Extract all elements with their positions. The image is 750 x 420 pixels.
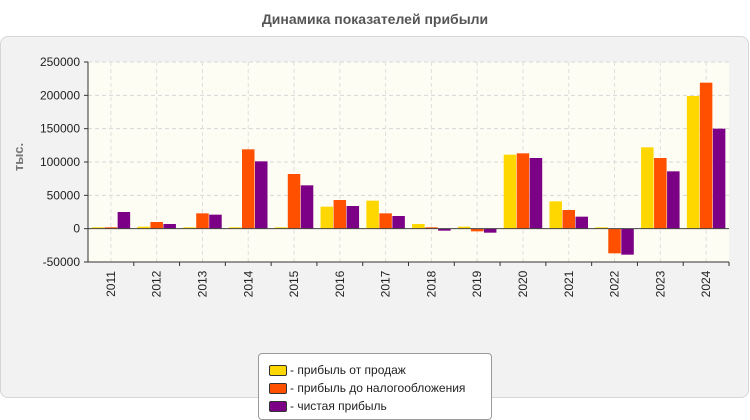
chart-panel: -50000 0 50000 100000 150000 200000 250000 2011…: [0, 36, 749, 420]
legend-swatch-sales-profit: [269, 364, 287, 376]
x-tick-label: 2012: [150, 270, 164, 297]
x-tick-label: 2015: [287, 270, 301, 297]
bar: [575, 216, 588, 229]
bar: [137, 226, 150, 229]
bar: [457, 226, 471, 229]
bar: [366, 200, 379, 229]
bar: [287, 174, 301, 229]
bar: [686, 96, 700, 229]
x-tick-label: 2024: [699, 270, 713, 297]
bar: [425, 227, 438, 229]
bar: [104, 227, 118, 229]
y-tick-label: 200000: [40, 88, 80, 102]
x-tick-label: 2022: [608, 270, 622, 297]
bar: [654, 158, 667, 229]
chart-plot: -50000 0 50000 100000 150000 200000 250000 2011…: [11, 55, 730, 297]
legend-swatch-net-profit: [269, 400, 287, 412]
y-tick-label: -50000: [43, 255, 81, 269]
x-tick-label: 2013: [195, 270, 209, 297]
bar: [274, 227, 288, 229]
legend: - прибыль от продаж - прибыль до налогоо…: [258, 353, 492, 420]
bar: [209, 214, 222, 229]
bar: [549, 201, 562, 229]
x-tick-label: 2011: [104, 271, 118, 297]
x-tick-label: 2017: [379, 270, 393, 297]
bar: [300, 185, 314, 229]
x-tick-label: 2023: [653, 270, 667, 297]
y-axis-label: тыс.: [11, 143, 26, 171]
bar: [712, 128, 726, 229]
legend-swatch-pretax-profit: [269, 382, 287, 394]
bar: [229, 227, 242, 229]
bar: [320, 206, 334, 229]
bar: [346, 206, 360, 229]
bar: [91, 227, 105, 229]
y-tick-label: 150000: [40, 122, 80, 136]
bar: [562, 210, 575, 229]
bar: [163, 224, 176, 229]
bar: [699, 82, 713, 229]
x-tick-label: 2014: [241, 270, 255, 297]
x-tick-label: 2020: [516, 270, 530, 297]
bar: [503, 154, 517, 229]
bar: [255, 161, 268, 229]
y-tick-label: 50000: [47, 188, 81, 202]
bar: [183, 227, 196, 229]
legend-label-net-profit: - чистая прибыль: [290, 399, 387, 413]
x-tick-label: 2021: [562, 270, 576, 297]
bar: [641, 147, 654, 229]
bar: [516, 153, 530, 229]
x-tick-label: 2018: [424, 270, 438, 297]
bar: [242, 149, 255, 229]
y-tick-label: 250000: [40, 55, 80, 69]
bar: [392, 216, 405, 229]
bar: [117, 212, 131, 229]
legend-item-pretax-profit: - прибыль до налогообложения: [269, 379, 491, 397]
bar: [595, 227, 608, 229]
y-tick-label: 100000: [40, 155, 80, 169]
bar: [196, 213, 209, 229]
bar: [621, 228, 634, 255]
bar: [379, 213, 392, 229]
bar: [438, 228, 451, 231]
legend-item-sales-profit: - прибыль от продаж: [269, 361, 491, 379]
bar: [150, 222, 163, 229]
legend-label-pretax-profit: - прибыль до налогообложения: [290, 381, 466, 395]
bar: [412, 224, 425, 229]
bar: [608, 228, 621, 254]
x-tick-label: 2016: [333, 270, 347, 297]
x-tick-label: 2019: [470, 270, 484, 297]
legend-label-sales-profit: - прибыль от продаж: [290, 363, 406, 377]
chart-title: Динамика показателей прибыли: [261, 11, 489, 27]
bar: [667, 171, 680, 229]
bar: [470, 228, 484, 232]
bar: [483, 228, 497, 233]
bar: [529, 158, 543, 229]
bar: [333, 200, 347, 229]
y-tick-label: 0: [73, 222, 80, 236]
